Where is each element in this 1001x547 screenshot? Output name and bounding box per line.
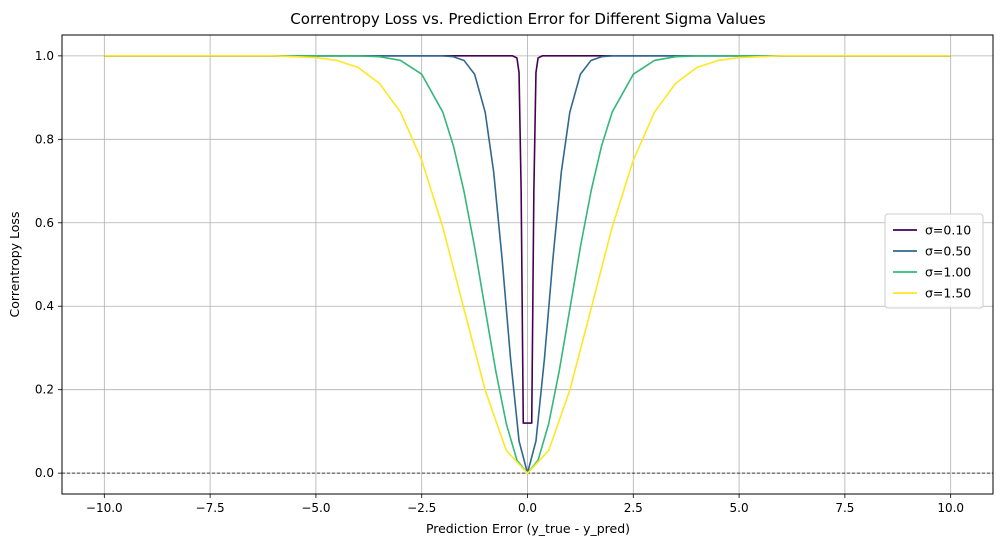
tick-layer: −10.0 −7.5 −5.0 −2.5 0.0 2.5 5.0 7.5 10.0 0.0 0.2 0… xyxy=(35,49,964,515)
y-tick-label: 1.0 xyxy=(35,49,54,63)
x-tick-label: −5.0 xyxy=(301,501,330,515)
x-tick-label: −10.0 xyxy=(86,501,123,515)
legend-entry: σ=0.10 xyxy=(925,223,971,238)
x-tick-label: 10.0 xyxy=(937,501,964,515)
x-tick-label: 5.0 xyxy=(730,501,749,515)
series-layer xyxy=(104,55,951,474)
x-tick-label: 7.5 xyxy=(835,501,854,515)
chart-title: Correntropy Loss vs. Prediction Error fo… xyxy=(290,10,766,28)
x-tick-label: −2.5 xyxy=(407,501,436,515)
y-tick-label: 0.2 xyxy=(35,383,54,397)
x-tick-label: 2.5 xyxy=(624,501,643,515)
series-line-3 xyxy=(104,55,951,474)
y-tick-label: 0.0 xyxy=(35,466,54,480)
grid-layer xyxy=(62,35,993,494)
legend-box xyxy=(884,213,984,309)
x-tick-label: 0.0 xyxy=(518,501,537,515)
x-tick-label: −7.5 xyxy=(196,501,225,515)
legend-entry: σ=1.50 xyxy=(925,286,971,301)
x-axis-label: Prediction Error (y_true - y_pred) xyxy=(426,521,630,536)
legend-entry: σ=0.50 xyxy=(925,244,971,259)
y-tick-label: 0.8 xyxy=(35,132,54,146)
series-line-0 xyxy=(104,55,951,424)
y-tick-label: 0.4 xyxy=(35,299,54,313)
legend-entry: σ=1.00 xyxy=(925,265,971,280)
legend: σ=0.10 σ=0.50 σ=1.00 σ=1.50 xyxy=(884,213,984,309)
y-axis-label: Correntropy Loss xyxy=(7,212,22,318)
y-tick-label: 0.6 xyxy=(35,216,54,230)
